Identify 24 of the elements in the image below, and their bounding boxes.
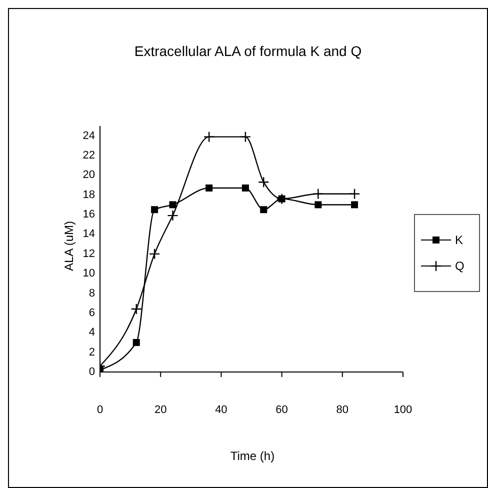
y-tick-label: 0 [88, 366, 95, 378]
y-tick-label: 12 [82, 248, 95, 260]
y-tick-label: 2 [88, 346, 95, 358]
y-tick-label: 22 [82, 150, 95, 162]
y-tick-label: 20 [82, 169, 95, 182]
y-tick-label: 6 [88, 306, 95, 319]
y-tick-label: 4 [88, 326, 95, 339]
y-tick-label: 18 [82, 188, 95, 201]
legend-label: K [455, 233, 464, 247]
x-tick-label: 80 [336, 404, 349, 416]
legend-label: Q [455, 259, 464, 273]
x-tick-label: 60 [276, 404, 288, 416]
x-tick-label: 40 [215, 404, 228, 416]
x-tick-label: 100 [394, 404, 412, 416]
x-tick-label: 0 [96, 404, 104, 416]
y-axis-title: ALA (uM) [62, 220, 76, 274]
y-tick-label: 14 [82, 228, 95, 240]
chart-title: Extracellular ALA of formula K and Q [133, 43, 363, 59]
y-tick-label: 8 [88, 287, 95, 300]
x-axis-title: Time (h) [229, 449, 276, 463]
y-tick-label: 24 [82, 130, 95, 142]
y-tick-label: 10 [82, 268, 95, 280]
x-tick-label: 20 [154, 404, 167, 416]
y-tick-label: 16 [82, 208, 95, 221]
